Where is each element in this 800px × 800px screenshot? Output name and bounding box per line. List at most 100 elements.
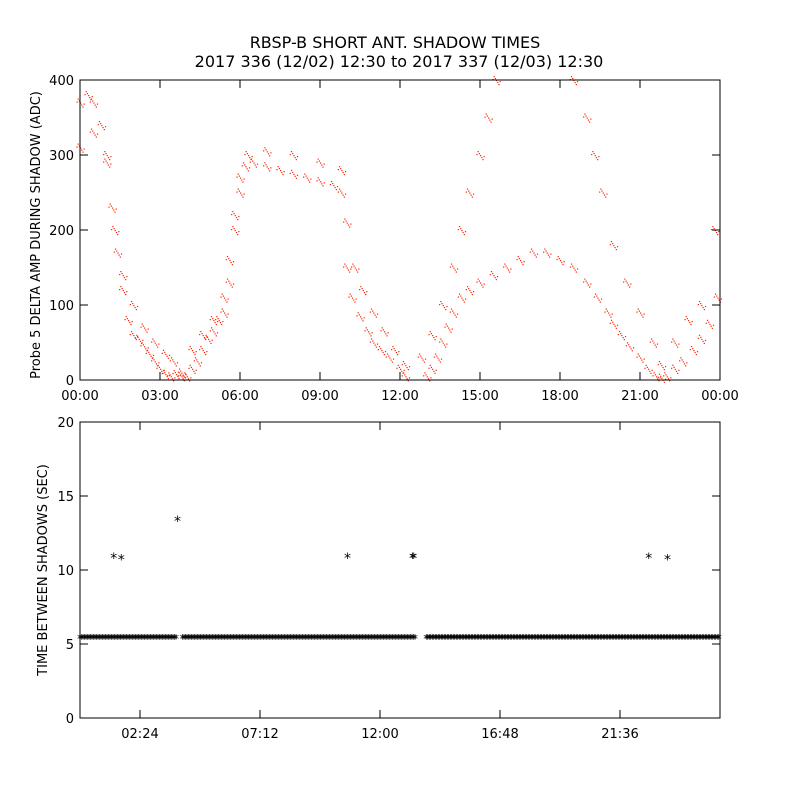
data-point [276,169,278,171]
data-point [233,228,235,230]
data-point [220,311,222,313]
data-point [523,261,525,263]
data-point [482,159,484,161]
baseline-point: * [510,632,516,646]
data-point [296,174,299,176]
data-point [670,377,672,379]
data-point [535,256,537,258]
data-point [184,377,187,379]
data-point [629,286,631,288]
baseline-point: * [295,632,301,646]
data-point [78,100,80,102]
data-point [428,334,430,336]
baseline-point: * [298,632,304,646]
baseline-point: * [609,632,615,646]
data-point [422,359,424,361]
data-point [225,259,227,261]
baseline-point: * [611,632,617,646]
baseline-point: * [125,632,131,646]
baseline-point: * [363,632,369,646]
data-point: * [118,553,125,569]
data-point [443,344,446,346]
data-point [229,282,231,284]
data-point [201,348,203,350]
baseline-point: * [657,632,663,646]
baseline-point: * [216,632,222,646]
data-point [139,340,142,342]
data-point [589,286,591,288]
data-point [443,307,446,309]
y-tick-label: 20 [57,416,74,431]
baseline-point: * [83,632,89,646]
data-point [263,165,265,167]
baseline-point: * [518,632,524,646]
baseline-point: * [310,632,316,646]
data-point [448,327,450,329]
data-point [226,316,228,318]
data-point [89,97,91,99]
baseline-point: * [620,632,626,646]
baseline-point: * [237,632,243,646]
data-point [317,177,319,179]
data-point [490,271,493,273]
baseline-point: * [477,632,483,646]
data-point [205,334,207,336]
baseline-point: * [313,632,319,646]
baseline-point: * [531,632,537,646]
baseline-point: * [375,632,381,646]
data-point [434,339,436,341]
data-point [583,281,585,283]
baseline-point: * [519,632,525,646]
baseline-point: * [596,632,602,646]
data-point [681,359,683,361]
data-point [650,338,653,340]
baseline-point: * [500,632,506,646]
data-point [614,247,616,249]
data-point [329,184,331,186]
data-point [629,346,631,348]
data-point [205,354,207,356]
x-tick-label: 18:00 [541,389,578,404]
data-point [394,350,396,352]
y-tick-label: 400 [49,74,74,89]
data-point [334,187,336,189]
data-point [685,365,687,367]
data-point [102,127,104,129]
data-point [289,154,291,156]
data-point [104,151,106,153]
data-point [340,190,342,192]
data-point [226,301,228,303]
data-point [242,181,244,183]
data-point [404,363,406,365]
data-point [454,314,456,316]
top-data-points [76,76,723,383]
data-point [95,136,97,138]
baseline-point: * [252,632,258,646]
data-point [119,256,121,258]
baseline-point: * [447,632,453,646]
data-point [241,165,243,167]
data-point [320,181,322,183]
baseline-point: * [687,632,693,646]
data-point [691,321,693,323]
data-point [569,266,571,268]
data-point [598,156,600,158]
data-point [653,372,655,374]
data-point [140,326,142,328]
data-point [365,327,367,329]
baseline-point: * [492,632,498,646]
data-point [154,361,156,363]
baseline-point: * [199,632,205,646]
baseline-point: * [710,632,716,646]
data-point [398,366,400,368]
baseline-point: * [581,632,587,646]
data-point [661,377,663,379]
data-point [560,260,562,262]
baseline-point: * [364,632,370,646]
data-point [267,168,270,170]
data-point [162,372,164,374]
data-point [615,327,617,329]
data-point [213,320,215,322]
data-point [90,98,93,100]
data-point [280,170,282,172]
